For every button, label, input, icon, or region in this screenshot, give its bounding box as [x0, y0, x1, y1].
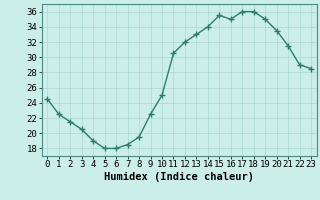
X-axis label: Humidex (Indice chaleur): Humidex (Indice chaleur)	[104, 172, 254, 182]
